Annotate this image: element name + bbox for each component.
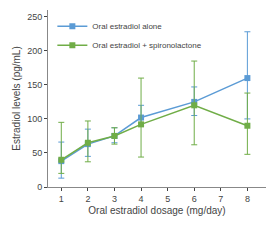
svg-text:8: 8 — [245, 194, 250, 204]
svg-text:4: 4 — [139, 194, 144, 204]
svg-text:6: 6 — [192, 194, 197, 204]
svg-text:Oral estradiol dosage (mg/day): Oral estradiol dosage (mg/day) — [88, 205, 225, 216]
svg-text:Oral estradiol + spironolacton: Oral estradiol + spironolactone — [92, 41, 201, 50]
svg-text:150: 150 — [27, 80, 42, 90]
svg-text:250: 250 — [27, 12, 42, 22]
svg-text:Estradiol levels (pg/mL): Estradiol levels (pg/mL) — [11, 46, 22, 150]
svg-text:2: 2 — [85, 194, 90, 204]
svg-text:100: 100 — [27, 114, 42, 124]
svg-text:7: 7 — [218, 194, 223, 204]
svg-text:Oral estradiol alone: Oral estradiol alone — [92, 22, 162, 31]
svg-text:3: 3 — [112, 194, 117, 204]
svg-text:50: 50 — [32, 148, 42, 158]
svg-text:5: 5 — [165, 194, 170, 204]
svg-text:0: 0 — [37, 182, 42, 192]
svg-text:1: 1 — [59, 194, 64, 204]
svg-text:200: 200 — [27, 46, 42, 56]
